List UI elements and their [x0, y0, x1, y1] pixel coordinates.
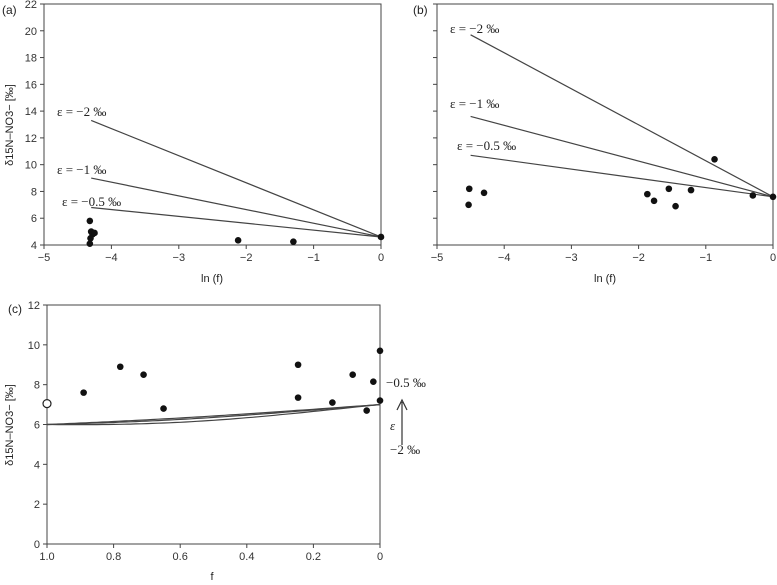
panel-a-label: (a)	[2, 3, 17, 17]
panel-b-trend-line-2	[470, 154, 774, 198]
panel-c-curve-0	[46, 404, 381, 426]
panel-c-annotation-top: −0.5 ‰	[386, 375, 426, 390]
panel-a-xtick-label: 0	[378, 252, 384, 264]
panel-b-xtick-label: 0	[770, 252, 776, 264]
panel-a-xlabel: ln (f)	[201, 273, 223, 285]
panel-c-annotation-symbol: ε	[390, 418, 396, 433]
panel-c-ytick-label: 10	[28, 340, 40, 352]
panel-c-epsilon-arrow	[396, 398, 408, 445]
panel-c-curve-1	[46, 404, 381, 426]
panel-b: −5 −4 −3 −2 −1 0	[431, 3, 777, 264]
panel-a-line-label-eps1: ε = −1 ‰	[57, 162, 106, 177]
panel-b-xtick-label: −4	[498, 252, 511, 264]
panel-c-label: (c)	[8, 302, 22, 316]
panel-c-data-point	[294, 361, 302, 369]
panel-c-ytick-label: 8	[34, 380, 40, 392]
panel-a-trend-line-0	[90, 119, 382, 238]
panel-c-xlabel: f	[210, 571, 214, 583]
panel-a-data-point	[87, 235, 94, 242]
panel-b-xtick-label: −3	[565, 252, 578, 264]
panel-a-data-point	[290, 238, 297, 245]
panel-b-data-point	[672, 202, 679, 210]
panel-c-data-point	[329, 399, 336, 406]
panel-c-ytick-label: 2	[34, 499, 40, 511]
panel-a-xtick-label: −5	[38, 252, 51, 264]
panel-a-data-point	[377, 233, 385, 241]
panel-b-label: (b)	[413, 3, 428, 17]
panel-a-ytick-label: 14	[25, 106, 37, 118]
panel-a-ytick-label: 12	[25, 133, 37, 145]
panel-a-ytick-label: 8	[31, 186, 37, 198]
panel-c-data-point	[370, 378, 377, 385]
panel-a-ytick-label: 20	[25, 26, 37, 38]
panel-b-data-point	[650, 197, 658, 205]
panel-b-line-label-eps05: ε = −0.5 ‰	[457, 138, 516, 153]
panel-c-xtick-label: 0.8	[106, 551, 121, 563]
panel-b-trend-line-0	[470, 34, 774, 198]
panel-a-xtick-label: −3	[173, 252, 186, 264]
panel-b-data-point	[749, 192, 757, 199]
panel-a-data-point	[86, 217, 94, 225]
panel-c-data-point	[160, 405, 167, 412]
panel-c-ytick-label: 4	[34, 459, 40, 471]
panel-b-xtick-label: −5	[431, 252, 444, 264]
panel-c-xtick-label: 0.6	[173, 551, 188, 563]
panel-c-data-point	[349, 371, 356, 379]
panel-a-trend-line-1	[91, 177, 382, 238]
panel-a-xtick-label: −1	[307, 252, 320, 264]
panel-b-xtick-label: −2	[632, 252, 645, 264]
panel-b-data-point	[665, 185, 673, 193]
panel-b-line-label-eps2: ε = −2 ‰	[450, 21, 499, 36]
panel-c-curve-2	[47, 404, 381, 426]
panel-a-frame	[43, 3, 382, 246]
panel-a-trend-line-2	[91, 206, 382, 238]
panel-c-xtick-label: 1.0	[39, 551, 54, 563]
panel-a-xtick-label: −4	[105, 252, 118, 264]
panel-c-data-point	[376, 397, 384, 404]
panel-c-annotation-bottom: −2 ‰	[390, 442, 420, 457]
panel-a-ytick-label: 10	[25, 160, 37, 172]
panel-c-xtick-label: 0	[377, 551, 383, 563]
panel-a-ytick-label: 4	[31, 240, 37, 252]
panel-b-xlabel: ln (f)	[594, 273, 616, 285]
panel-a-data-point	[91, 229, 98, 237]
panel-c-data-point	[116, 363, 124, 371]
panel-a-xtick-label: −2	[240, 252, 253, 264]
panel-b-data-point	[465, 201, 472, 209]
panel-c-data-point	[140, 371, 147, 379]
panel-a-data-point	[86, 240, 94, 247]
panel-c-ytick-label: 6	[34, 420, 40, 432]
panel-a-ytick-label: 18	[25, 53, 37, 65]
panel-b-data-point	[465, 185, 473, 193]
panel-c-data-point	[80, 389, 87, 396]
panel-c-xtick-label: 0.4	[239, 551, 254, 563]
panel-c-data-point	[363, 407, 370, 414]
panel-c-xtick-label: 0.2	[306, 551, 321, 563]
panel-b-trend-line-1	[470, 115, 774, 198]
panel-a-ytick-label: 6	[31, 213, 37, 225]
panel-c: 1.0 0.8 0.6 0.4 0.2 0 0 2 4 6 8 10 12	[28, 300, 384, 563]
panel-a: −5 −4 −3 −2 −1 0 4 6 8 10 12 14 16 18 20 22	[25, 0, 385, 264]
panel-a-data-point	[234, 237, 242, 244]
panel-c-ytick-label: 12	[28, 300, 40, 312]
panel-a-ytick-label: 16	[25, 79, 37, 91]
panel-a-line-label-eps05: ε = −0.5 ‰	[62, 194, 121, 209]
panel-b-xtick-label: −1	[700, 252, 713, 264]
panel-a-ytick-label: 22	[25, 0, 37, 11]
panel-c-ylabel: δ15N–NO3− [‰]	[4, 384, 16, 466]
panel-b-line-label-eps1: ε = −1 ‰	[450, 96, 499, 111]
panel-c-data-point	[376, 347, 384, 355]
panel-b-data-point	[769, 193, 777, 201]
panel-b-data-point	[687, 186, 695, 194]
panel-b-data-point	[644, 190, 651, 198]
panel-a-ylabel: δ15N–NO3− [‰]	[4, 84, 16, 166]
panel-c-open-data-point	[42, 398, 52, 409]
panel-c-data-point	[294, 394, 302, 401]
panel-b-data-point	[711, 156, 718, 163]
panel-a-line-label-eps2: ε = −2 ‰	[57, 104, 106, 119]
panel-b-frame	[436, 3, 774, 246]
panel-b-data-point	[480, 189, 488, 197]
panel-c-ytick-label: 0	[34, 539, 40, 551]
